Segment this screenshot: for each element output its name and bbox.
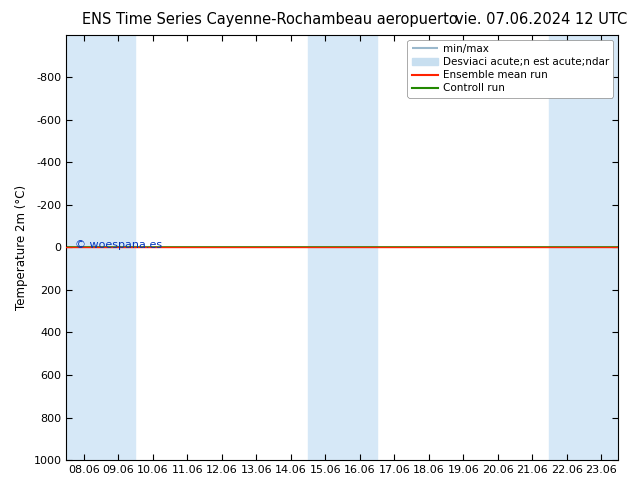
Y-axis label: Temperature 2m (°C): Temperature 2m (°C) [15, 185, 28, 310]
Bar [308, 35, 377, 460]
Text: ENS Time Series Cayenne-Rochambeau aeropuerto: ENS Time Series Cayenne-Rochambeau aerop… [82, 12, 458, 27]
Text: vie. 07.06.2024 12 UTC: vie. 07.06.2024 12 UTC [455, 12, 628, 27]
Bar [67, 35, 136, 460]
Legend: min/max, Desviaci acute;n est acute;ndar, Ensemble mean run, Controll run: min/max, Desviaci acute;n est acute;ndar… [408, 40, 613, 98]
Bar [550, 35, 619, 460]
Text: © woespana.es: © woespana.es [75, 240, 162, 250]
